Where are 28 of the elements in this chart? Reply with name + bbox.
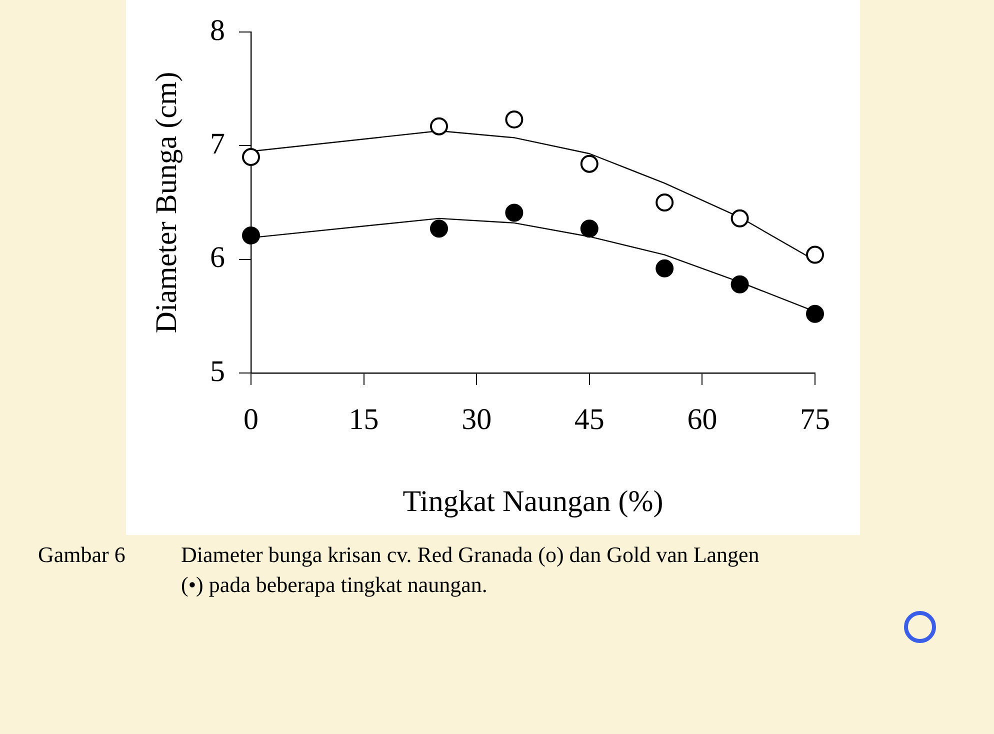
point: [430, 117, 448, 136]
point: [730, 275, 749, 294]
point: [730, 209, 749, 228]
point: [580, 154, 598, 173]
x-tick-label: 75: [800, 402, 830, 436]
point: [806, 304, 824, 323]
point: [430, 220, 448, 238]
point: [580, 220, 598, 238]
point: [656, 194, 674, 212]
y-tick-label: 7: [210, 128, 225, 161]
y-tick-label: 8: [210, 14, 225, 47]
x-tick-label: 60: [687, 402, 718, 436]
x-axis-title: Tingkat Naungan (%): [402, 484, 664, 518]
y-tick-label: 5: [210, 354, 225, 388]
x-tick-label: 45: [574, 402, 604, 436]
x-tick-label: 0: [244, 402, 258, 436]
point: [806, 246, 824, 264]
point: [242, 226, 260, 244]
point: [242, 148, 260, 166]
text: Diameter bunga krisan cv. Red Granada (o) dan Gold van Langen (•) pada beberapa tingkat naungan.: [181, 541, 760, 599]
point: [505, 204, 524, 222]
x-tick-label: 15: [348, 402, 379, 436]
x-tick-label: 30: [462, 402, 492, 436]
point: [656, 259, 674, 278]
text: Gambar 6: [38, 541, 126, 569]
point: [505, 110, 524, 129]
y-tick-label: 6: [210, 241, 225, 274]
y-axis-title: Diameter Bunga (cm): [150, 72, 183, 334]
